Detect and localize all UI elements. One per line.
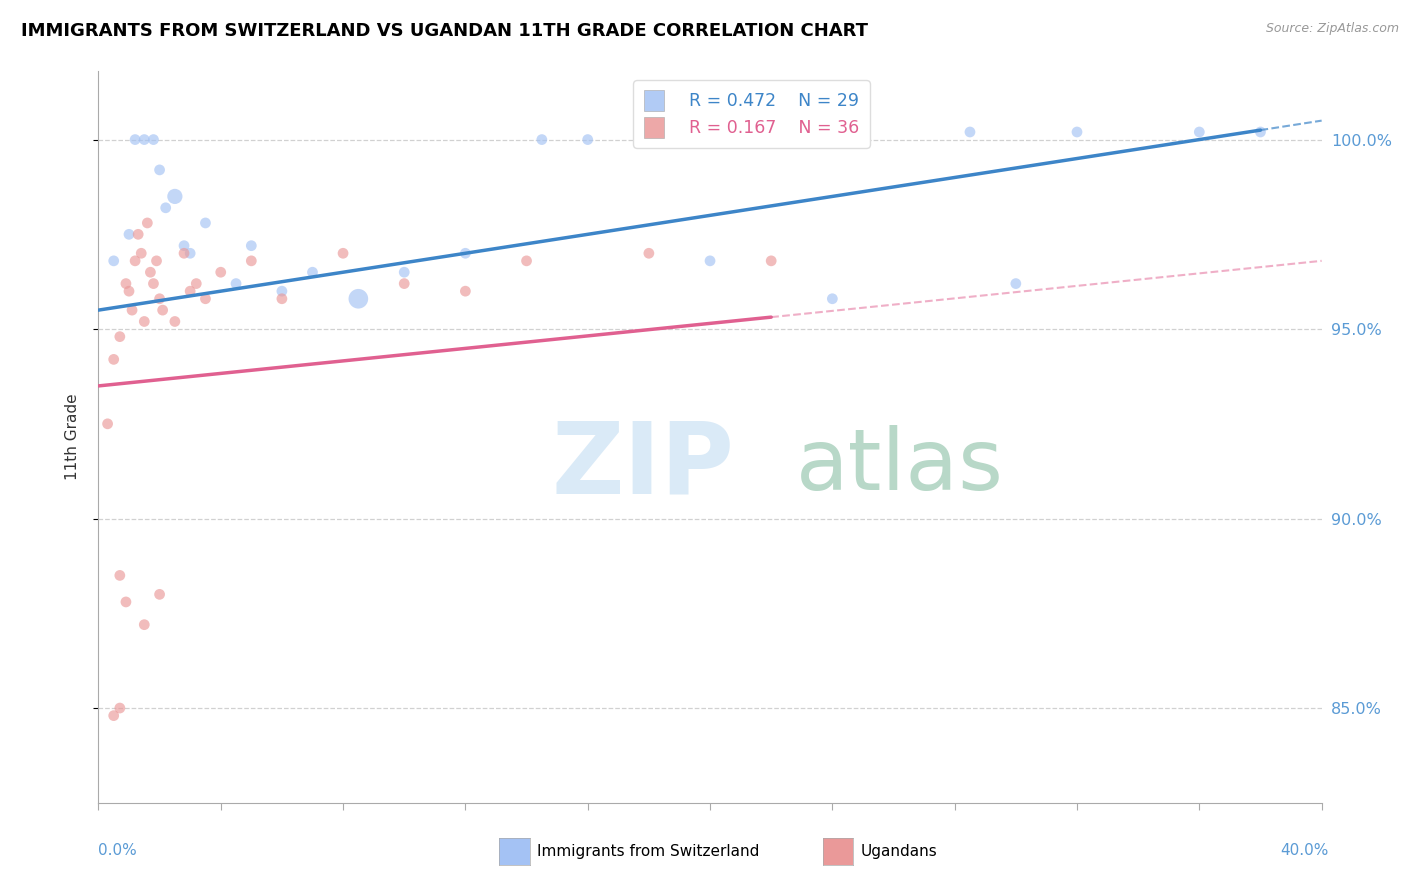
Point <box>225 277 247 291</box>
Point <box>142 277 165 291</box>
Text: 0.0%: 0.0% <box>98 843 138 858</box>
Point <box>270 292 294 306</box>
Point <box>576 132 599 146</box>
Point <box>638 246 661 260</box>
Point <box>108 329 131 343</box>
Point <box>959 125 981 139</box>
Point <box>134 314 156 328</box>
Point <box>155 201 177 215</box>
Point <box>332 246 354 260</box>
Text: Source: ZipAtlas.com: Source: ZipAtlas.com <box>1265 22 1399 36</box>
Point <box>118 284 141 298</box>
Text: Ugandans: Ugandans <box>860 845 938 859</box>
Point <box>134 617 156 632</box>
Point <box>530 132 553 146</box>
Point <box>638 125 661 139</box>
Point <box>115 277 138 291</box>
Point <box>149 162 172 177</box>
Point <box>179 284 201 298</box>
Point <box>139 265 162 279</box>
Y-axis label: 11th Grade: 11th Grade <box>65 393 80 481</box>
Point <box>118 227 141 242</box>
Point <box>142 132 165 146</box>
Point <box>761 132 783 146</box>
Point <box>821 292 844 306</box>
Point <box>209 265 232 279</box>
Point <box>454 284 477 298</box>
Point <box>121 303 143 318</box>
Point <box>145 253 167 268</box>
Point <box>103 253 125 268</box>
Point <box>761 253 783 268</box>
Point <box>152 303 174 318</box>
Text: 40.0%: 40.0% <box>1281 843 1329 858</box>
Point <box>103 708 125 723</box>
Point <box>108 701 131 715</box>
Point <box>186 277 208 291</box>
Point <box>173 246 195 260</box>
Point <box>129 246 152 260</box>
Point <box>108 568 131 582</box>
Legend:   R = 0.472    N = 29,   R = 0.167    N = 36: R = 0.472 N = 29, R = 0.167 N = 36 <box>633 80 870 148</box>
Point <box>240 238 263 252</box>
Point <box>163 189 186 203</box>
Point <box>516 253 538 268</box>
Point <box>347 292 370 306</box>
Text: Immigrants from Switzerland: Immigrants from Switzerland <box>537 845 759 859</box>
Point <box>270 284 294 298</box>
Point <box>392 277 416 291</box>
Point <box>454 246 477 260</box>
Point <box>149 292 172 306</box>
Point <box>173 238 195 252</box>
Point <box>1066 125 1088 139</box>
Point <box>124 132 146 146</box>
Point <box>240 253 263 268</box>
Point <box>103 352 125 367</box>
Point <box>1004 277 1026 291</box>
Text: IMMIGRANTS FROM SWITZERLAND VS UGANDAN 11TH GRADE CORRELATION CHART: IMMIGRANTS FROM SWITZERLAND VS UGANDAN 1… <box>21 22 868 40</box>
Point <box>179 246 201 260</box>
Text: ZIP: ZIP <box>551 417 734 515</box>
Point <box>97 417 120 431</box>
Point <box>699 253 721 268</box>
Point <box>149 587 172 601</box>
Point <box>115 595 138 609</box>
Point <box>1250 125 1272 139</box>
Point <box>194 216 217 230</box>
Text: atlas: atlas <box>796 425 1004 508</box>
Point <box>1188 125 1211 139</box>
Point <box>392 265 416 279</box>
Point <box>124 253 146 268</box>
Point <box>301 265 323 279</box>
Point <box>194 292 217 306</box>
Point <box>136 216 159 230</box>
Point <box>163 314 186 328</box>
Point <box>134 132 156 146</box>
Point <box>127 227 149 242</box>
